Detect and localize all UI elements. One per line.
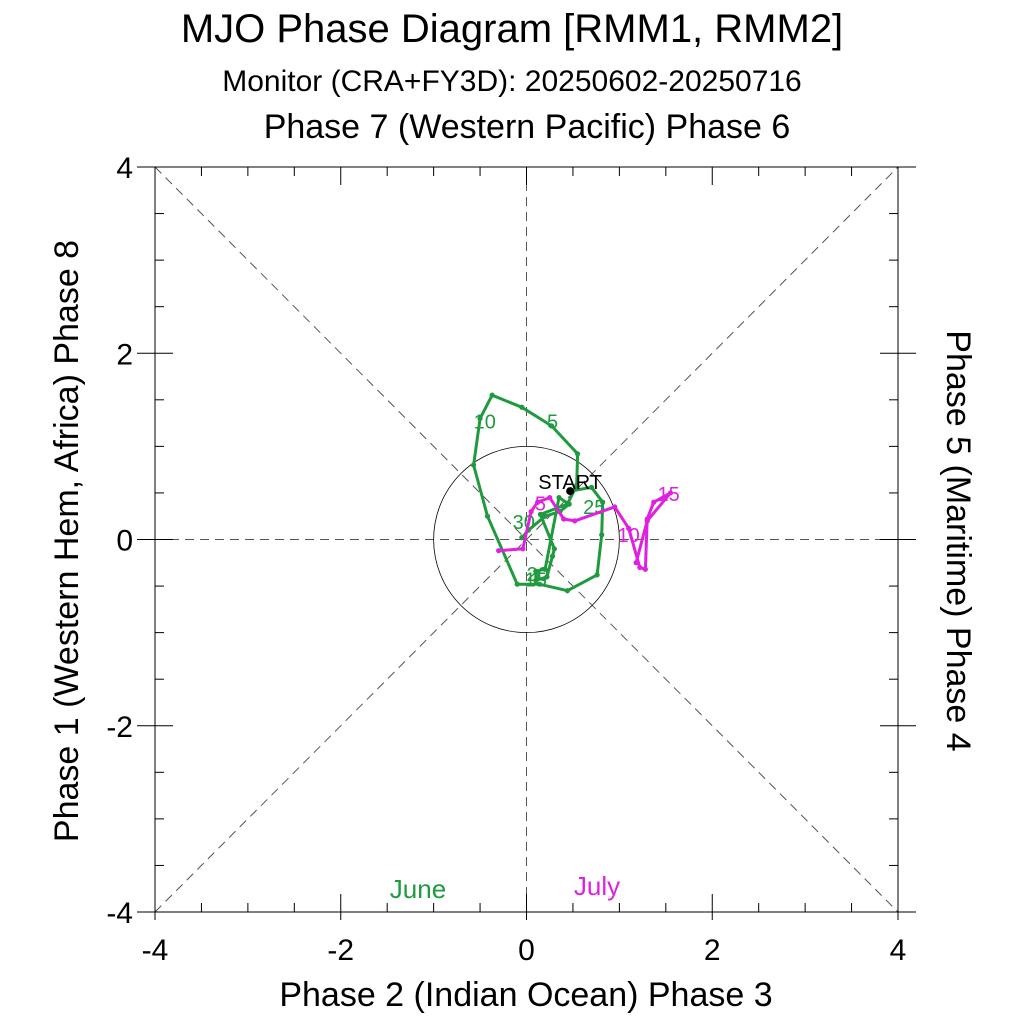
june-data-point	[470, 462, 477, 468]
june-data-point	[588, 484, 595, 490]
july-day-label: 15	[657, 484, 679, 506]
june-day-label: 15	[525, 570, 547, 592]
july-data-point	[496, 548, 502, 554]
june-data-point	[549, 553, 556, 559]
start-label: START	[538, 472, 602, 494]
june-data-point	[556, 494, 562, 501]
y-tick-label: 0	[116, 525, 133, 558]
top-phase-label: Phase 7 (Western Pacific) Phase 6	[264, 108, 791, 146]
june-data-point	[542, 513, 548, 519]
june-data-point	[600, 499, 606, 505]
june-day-label: 20	[527, 564, 549, 586]
july-data-point	[535, 499, 541, 505]
june-data-point	[566, 501, 572, 507]
july-data-point	[561, 516, 567, 522]
july-data-point	[637, 564, 643, 571]
june-data-point	[537, 511, 544, 517]
july-data-point	[626, 525, 632, 531]
july-data-point	[667, 490, 674, 496]
june-data-point	[551, 546, 557, 552]
june-data-point	[574, 451, 581, 457]
june-day-label: 10	[474, 411, 496, 433]
x-axis-label: Phase 2 (Indian Ocean) Phase 3	[279, 976, 772, 1014]
x-tick-label: -2	[327, 934, 354, 967]
legend-june: June	[390, 874, 446, 904]
july-data-point	[642, 566, 648, 572]
june-data-point	[574, 482, 580, 489]
june-data-point	[477, 415, 483, 422]
june-data-point	[536, 581, 543, 587]
july-data-point	[612, 504, 618, 510]
y-tick-label: 2	[116, 338, 133, 371]
june-data-point	[594, 572, 600, 578]
x-tick-label: 4	[890, 934, 907, 967]
june-data-point	[533, 568, 539, 574]
y-tick-label: -2	[106, 711, 133, 744]
july-day-label: 10	[618, 525, 640, 547]
june-data-point	[519, 404, 525, 410]
chart-subtitle: Monitor (CRA+FY3D): 20250602-20250716	[222, 65, 802, 98]
right-phase-label: Phase 5 (Maritime) Phase 4	[939, 330, 977, 751]
x-tick-label: -4	[142, 934, 169, 967]
june-day-label: 5	[547, 411, 558, 433]
june-data-point	[564, 588, 570, 594]
june-data-point	[519, 535, 525, 541]
phase-divider-diagonal	[154, 166, 899, 913]
july-day-label: 5	[535, 493, 546, 515]
july-data-point	[633, 560, 639, 566]
y-tick-label: -4	[106, 897, 133, 930]
start-marker	[566, 487, 575, 496]
july-series-line	[498, 491, 672, 571]
june-data-point	[489, 392, 495, 398]
x-tick-label: 2	[704, 934, 721, 967]
june-data-point	[542, 566, 548, 572]
july-data-point	[572, 518, 578, 524]
y-tick-label: 4	[116, 152, 133, 185]
june-data-point	[533, 577, 539, 584]
legend-july: July	[574, 871, 620, 901]
chart-title: MJO Phase Diagram [RMM1, RMM2]	[181, 7, 843, 51]
reference-circle	[433, 445, 620, 634]
y-axis-label: Phase 1 (Western Hem, Africa) Phase 8	[48, 240, 86, 842]
june-data-point	[514, 581, 520, 587]
july-data-point	[651, 499, 657, 505]
july-data-point	[644, 518, 650, 524]
june-data-point	[599, 532, 605, 538]
july-data-point	[528, 508, 534, 515]
july-data-point	[547, 494, 553, 501]
june-data-point	[548, 423, 555, 429]
june-data-point	[484, 513, 491, 519]
x-tick-label: 0	[518, 934, 535, 967]
july-data-point	[520, 546, 526, 552]
june-data-point	[544, 574, 550, 580]
